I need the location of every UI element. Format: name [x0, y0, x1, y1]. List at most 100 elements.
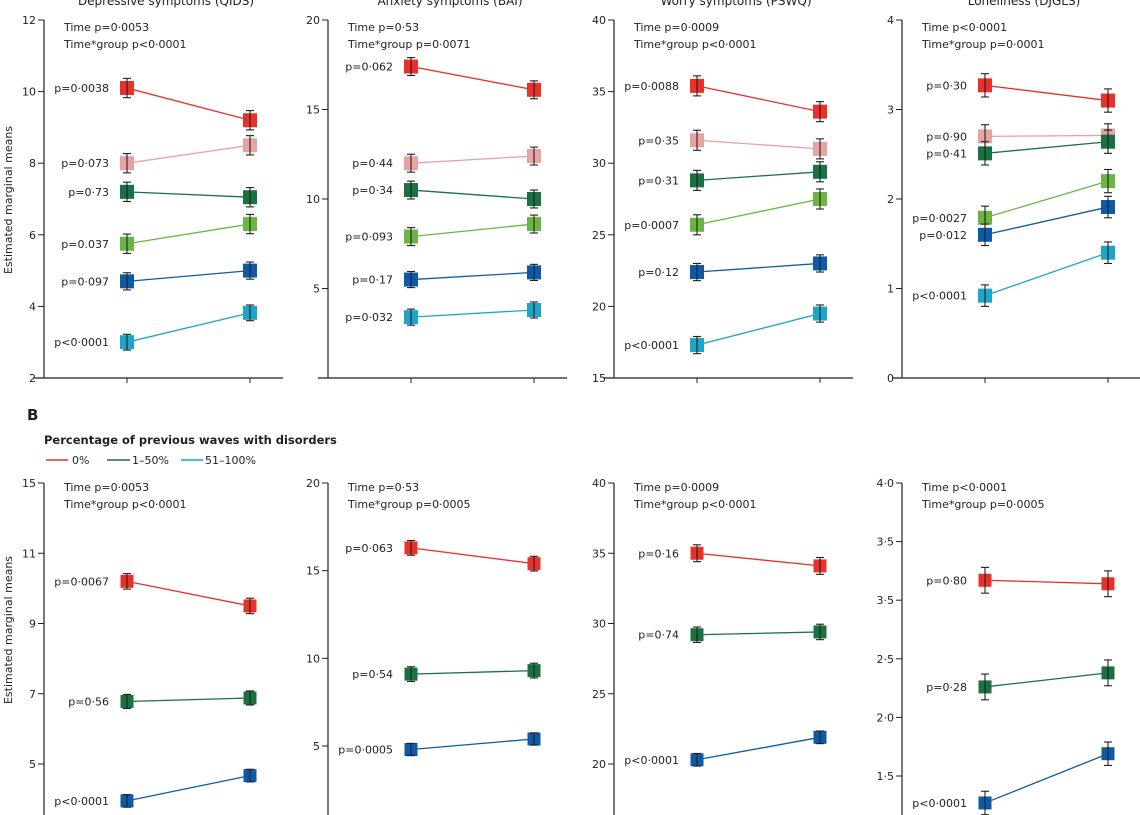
series-pink: p=0·35 [638, 129, 827, 160]
series-line [984, 672, 1109, 688]
y-tick-label: 4·0 [877, 477, 895, 490]
p-value-label: p=0.037 [61, 238, 109, 251]
p-value-label: p=0·073 [61, 157, 109, 170]
series-darkgreen: p=0·31 [638, 161, 827, 191]
series-pink: p=0·44 [352, 146, 541, 173]
y-tick-label: 1·5 [877, 770, 895, 783]
y-tick-label: 10 [22, 86, 36, 99]
annotation-time-group-p: Time*group p=0·0005 [921, 498, 1045, 511]
chart-title: Depressive symptoms (QIDS) [78, 0, 254, 8]
y-tick-label: 5 [313, 283, 320, 296]
series-line [410, 65, 535, 91]
y-tick-label: 2 [29, 372, 36, 385]
chart-panel-a-4: Loneliness (DJGLS) 0 1 2 3 4 Time p<0·0001 Time… [887, 0, 1140, 385]
p-value-label: p=0·54 [352, 668, 393, 681]
legend-label-1: 1–50% [132, 454, 169, 467]
y-tick-label: 5 [29, 758, 36, 771]
series-lightgreen: p=0·093 [345, 214, 541, 247]
p-value-label: p=0·16 [638, 547, 679, 560]
p-value-label: p=0·34 [352, 184, 393, 197]
y-tick-label: 10 [306, 193, 320, 206]
p-value-label: p=0·063 [345, 542, 393, 555]
p-value-label: p=0·90 [926, 130, 967, 143]
series-line [126, 191, 251, 198]
series-red: p=0·30 [926, 73, 1115, 113]
annotation-time-group-p: Time*group p=0·0005 [347, 498, 471, 511]
p-value-label: p=0·56 [68, 695, 109, 708]
p-value-label: p<0·0001 [54, 336, 109, 349]
series-line [410, 155, 535, 164]
y-tick-label: 10 [306, 652, 320, 665]
annotation-time-group-p: Time*group p=0·0001 [921, 38, 1045, 51]
series-line [410, 189, 535, 200]
panel-b-label: B [27, 406, 38, 424]
series-line [410, 223, 535, 238]
legend-title: Percentage of previous waves with disord… [44, 433, 337, 447]
series-line [126, 223, 251, 245]
series-line [984, 206, 1109, 236]
chart-panel-b-3: 20 25 30 35 40 Time p=0·0009 Time*group p<0·00… [592, 477, 827, 815]
y-axis-label-row-a: Estimated marginal means [2, 126, 15, 274]
chart-panel-b-2: 5 10 15 20 Time p=0·53 Time*group p=0·0005 p=0… [306, 477, 541, 815]
series-line [696, 312, 821, 346]
series-line [696, 198, 821, 226]
series-red: p=0·0067 [54, 573, 257, 615]
series-line [984, 252, 1109, 297]
y-tick-label: 3·5 [877, 594, 895, 607]
series-cyan: p<0·0001 [912, 241, 1115, 307]
series-line [984, 579, 1109, 585]
series-line [696, 736, 821, 761]
y-tick-label: 40 [592, 14, 606, 27]
p-value-label: p=0·73 [68, 186, 109, 199]
chart-panel-b-1: 15 11 9 7 5 Time p=0·0053 Time*group p<0·0001 p… [22, 477, 257, 815]
p-value-label: p=0·062 [345, 61, 393, 74]
y-tick-label: 20 [592, 758, 606, 771]
legend-label-0: 0% [72, 454, 89, 467]
annotation-time-group-p: Time*group p=0·0071 [347, 38, 471, 51]
p-value-label: p=0·44 [352, 157, 393, 170]
chart-title: Worry symptoms (PSWQ) [660, 0, 811, 8]
series-darkblue: p<0·0001 [912, 741, 1115, 815]
y-tick-label: 2·0 [877, 711, 895, 724]
series-red: p=0·062 [345, 57, 541, 100]
series-line [696, 139, 821, 150]
chart-title: Loneliness (DJGLS) [968, 0, 1081, 8]
series-darkblue: p=0·097 [61, 261, 257, 291]
p-value-label: p<0·0001 [912, 290, 967, 303]
series-line [126, 312, 251, 343]
y-tick-label: 20 [592, 300, 606, 313]
p-value-label: p=0·0027 [912, 212, 967, 225]
series-red: p=0·0038 [54, 77, 257, 131]
p-value-label: p=0·093 [345, 231, 393, 244]
y-tick-label: 11 [22, 547, 36, 560]
series-line [410, 547, 535, 565]
series-red: p=0·063 [345, 539, 541, 572]
y-tick-label: 3·5 [877, 536, 895, 549]
y-tick-label: 12 [22, 14, 36, 27]
series-darkgreen: p=0·41 [926, 129, 1115, 166]
series-darkblue: p=0·012 [919, 195, 1115, 247]
p-value-label: p<0·0001 [54, 795, 109, 808]
y-tick-label: 9 [29, 618, 36, 631]
y-tick-label: 25 [592, 688, 606, 701]
y-tick-label: 30 [592, 157, 606, 170]
series-line [126, 580, 251, 607]
series-line [126, 269, 251, 282]
series-darkblue: p<0·0001 [624, 730, 827, 767]
p-value-label: p=0·28 [926, 681, 967, 694]
y-tick-label: 6 [29, 229, 36, 242]
series-darkgreen: p=0·73 [68, 181, 257, 208]
y-tick-label: 1 [887, 283, 894, 296]
p-value-label: p=0·17 [352, 274, 393, 287]
series-line [696, 262, 821, 273]
series-red: p=0·80 [926, 566, 1115, 598]
annotation-time-group-p: Time*group p<0·0001 [633, 498, 757, 511]
series-darkgreen: p=0·28 [926, 659, 1115, 701]
p-value-label: p=0·35 [638, 134, 679, 147]
legend-label-2: 51–100% [205, 454, 256, 467]
series-line [126, 87, 251, 121]
annotation-time-p: Time p<0·0001 [921, 21, 1007, 34]
chart-panel-a-1: Depressive symptoms (QIDS) 2 4 6 8 10 12 Time p… [22, 0, 283, 385]
